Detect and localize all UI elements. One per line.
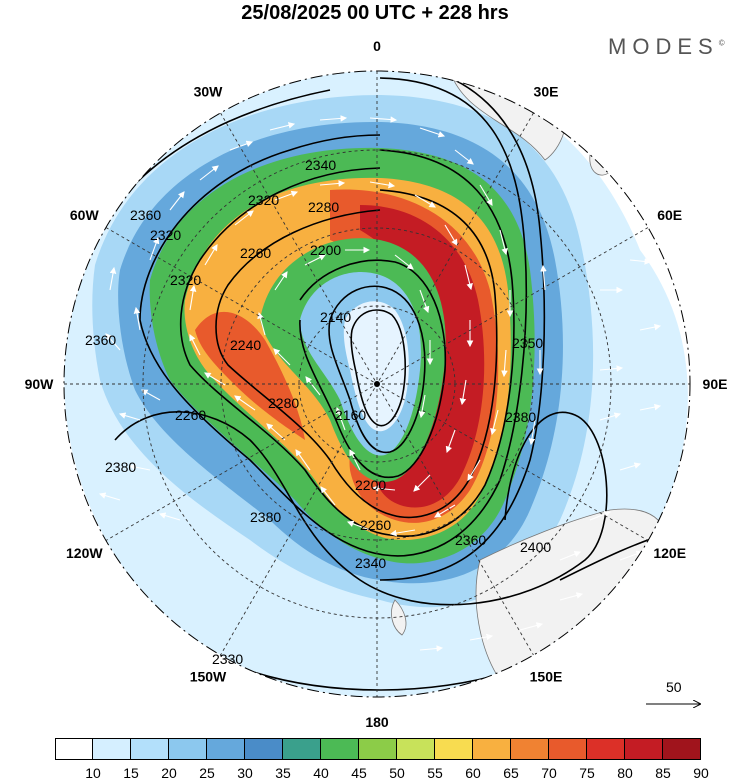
contour-label: 2240: [230, 337, 261, 353]
contour-label: 2380: [250, 509, 281, 525]
contour-label: 2260: [240, 245, 271, 261]
colorbar-swatch: [587, 738, 625, 760]
contour-label: 2380: [105, 459, 136, 475]
contour-label: 2160: [335, 407, 366, 423]
contour-label: 2200: [355, 477, 386, 493]
longitude-labels: 0 30E 60E 90E 120E 150E 180 150W 120W 90W 60W 30W: [25, 38, 728, 730]
contour-label: 2320: [150, 227, 181, 243]
contour-label: 2340: [305, 157, 336, 173]
colorbar-tick: 20: [161, 765, 177, 781]
colorbar-swatch: [663, 738, 701, 760]
colorbar-swatch: [207, 738, 245, 760]
longitude-label: 120W: [66, 545, 103, 561]
brand-mark: ©: [718, 38, 725, 48]
colorbar-swatch: [397, 738, 435, 760]
longitude-label: 30W: [194, 83, 224, 99]
map-body: [64, 71, 690, 697]
colorbar-tick: 15: [123, 765, 139, 781]
polar-map: 2340 2320 2280 2260 2200 2360 2320 2140 …: [25, 38, 728, 730]
contour-label: 2260: [360, 517, 391, 533]
colorbar-ticks: 10 15 20 25 30 35 40 45 50 55 60 65 70 75 80 85 90: [55, 765, 709, 783]
contour-label: 2260: [175, 407, 206, 423]
longitude-label: 150W: [190, 669, 227, 685]
colorbar-tick: 60: [465, 765, 481, 781]
contour-label: 2330: [212, 651, 243, 667]
wind-vectors: [98, 115, 662, 652]
brand-logo: MODES©: [608, 34, 725, 60]
longitude-label: 30E: [534, 83, 559, 99]
south-pole-marker: [374, 381, 380, 387]
landmass-nz: [391, 599, 407, 636]
vector-reference-label: 50: [666, 679, 682, 695]
colorbar-swatch: [359, 738, 397, 760]
colorbar-swatch: [321, 738, 359, 760]
colorbar-swatch: [473, 738, 511, 760]
colorbar-tick: 90: [693, 765, 709, 781]
colorbar-tick: 35: [275, 765, 291, 781]
longitude-label: 150E: [530, 669, 563, 685]
longitude-label: 90E: [703, 376, 728, 392]
colorbar-tick: 75: [579, 765, 595, 781]
longitude-label: 60E: [657, 207, 682, 223]
contour-label: 2280: [308, 199, 339, 215]
contour-label: 2340: [355, 555, 386, 571]
colorbar-tick: 85: [655, 765, 671, 781]
colorbar-tick: 10: [85, 765, 101, 781]
colorbar-tick: 55: [427, 765, 443, 781]
contour-label: 2360: [85, 332, 116, 348]
colorbar-swatch: [93, 738, 131, 760]
vector-reference: 50: [646, 679, 700, 704]
colorbar-swatch: [55, 738, 93, 760]
longitude-label: 60W: [70, 207, 100, 223]
colorbar-swatch: [435, 738, 473, 760]
contour-label: 2140: [320, 309, 351, 325]
colorbar-tick: 65: [503, 765, 519, 781]
colorbar-tick: 25: [199, 765, 215, 781]
contour-label: 2200: [310, 242, 341, 258]
colorbar-swatch: [169, 738, 207, 760]
contour-labels: 2340 2320 2280 2260 2200 2360 2320 2140 …: [85, 157, 551, 667]
longitude-label: 0: [373, 38, 381, 54]
contour-label: 2280: [268, 395, 299, 411]
longitude-label: 180: [365, 714, 389, 730]
contour-label: 2320: [248, 192, 279, 208]
contour-label: 2350: [512, 335, 543, 351]
colorbar-swatch: [549, 738, 587, 760]
colorbar-tick: 40: [313, 765, 329, 781]
colorbar: [55, 738, 701, 760]
contour-label: 2360: [455, 532, 486, 548]
colorbar-swatch: [625, 738, 663, 760]
brand-name: MODES: [608, 34, 719, 59]
colorbar-tick: 50: [389, 765, 405, 781]
colorbar-swatch: [283, 738, 321, 760]
colorbar-tick: 80: [617, 765, 633, 781]
colorbar-swatch: [131, 738, 169, 760]
contour-label: 2400: [520, 539, 551, 555]
contour-label: 2380: [505, 409, 536, 425]
colorbar-swatch: [245, 738, 283, 760]
colorbar-tick: 45: [351, 765, 367, 781]
colorbar-swatch: [511, 738, 549, 760]
map-frame: [63, 70, 691, 698]
colorbar-tick: 70: [541, 765, 557, 781]
contour-label: 2320: [170, 272, 201, 288]
colorbar-tick: 30: [237, 765, 253, 781]
polar-low-core: [343, 301, 409, 432]
longitude-label: 120E: [653, 545, 686, 561]
longitude-label: 90W: [25, 376, 55, 392]
contour-label: 2360: [130, 207, 161, 223]
map-title: 25/08/2025 00 UTC + 228 hrs: [241, 2, 509, 24]
